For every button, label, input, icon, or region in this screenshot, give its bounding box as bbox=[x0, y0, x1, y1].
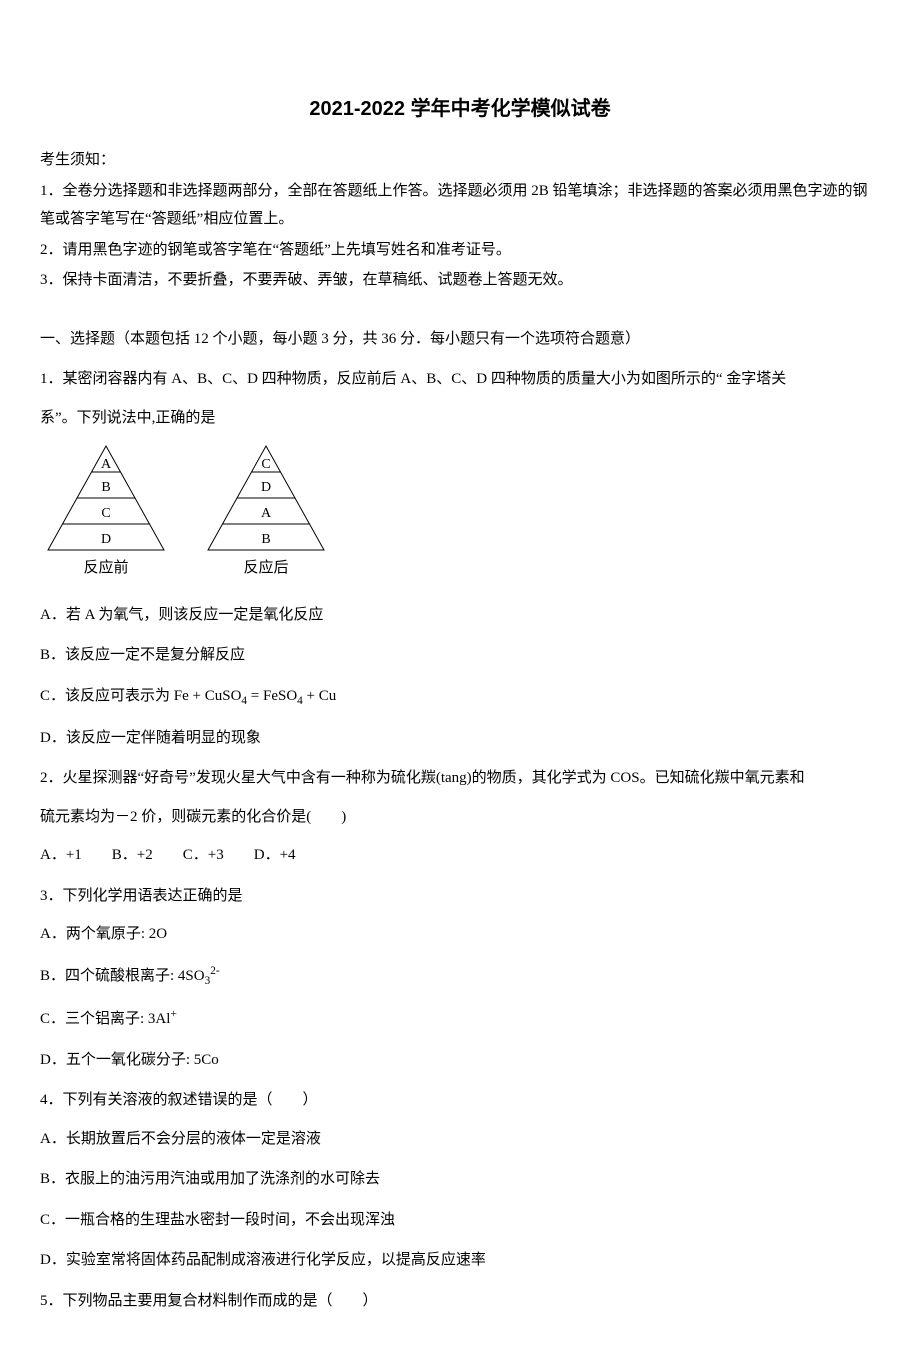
q4-option-a: A．长期放置后不会分层的液体一定是溶液 bbox=[40, 1125, 880, 1154]
q1-text-line1: 1．某密闭容器内有 A、B、C、D 四种物质，反应前后 A、B、C、D 四种物质… bbox=[40, 365, 880, 394]
q1-option-c: C．该反应可表示为 Fe + CuSO4 = FeSO4 + Cu bbox=[40, 682, 880, 712]
pyramid-before-row-2: C bbox=[101, 506, 110, 521]
q2-text-line2: 硫元素均为－2 价，则碳元素的化合价是( ) bbox=[40, 803, 880, 832]
q4-option-b: B．衣服上的油污用汽油或用加了洗涤剂的水可除去 bbox=[40, 1165, 880, 1194]
q1-option-c-formula: Fe + CuSO4 = FeSO4 + Cu bbox=[174, 688, 337, 704]
notice-item-3: 3．保持卡面清洁，不要折叠，不要弄破、弄皱，在草稿纸、试题卷上答题无效。 bbox=[40, 266, 880, 295]
q3-option-b: B．四个硫酸根离子: 4SO32- bbox=[40, 961, 880, 992]
pyramid-after-block: C D A B 反应后 bbox=[206, 444, 326, 583]
pyramid-before-row-0: A bbox=[101, 457, 112, 472]
notice-item-2: 2．请用黑色字迹的钢笔或答字笔在“答题纸”上先填写姓名和准考证号。 bbox=[40, 236, 880, 265]
page-title: 2021-2022 学年中考化学模似试卷 bbox=[40, 90, 880, 128]
pyramid-after-icon: C D A B bbox=[206, 444, 326, 552]
q1-option-a: A．若 A 为氧气，则该反应一定是氧化反应 bbox=[40, 601, 880, 630]
q2-options: A．+1 B．+2 C．+3 D．+4 bbox=[40, 841, 880, 870]
q1-option-c-prefix: C．该反应可表示为 bbox=[40, 688, 170, 704]
question-4: 4．下列有关溶液的叙述错误的是（ ） A．长期放置后不会分层的液体一定是溶液 B… bbox=[40, 1086, 880, 1275]
notice-item-1: 1．全卷分选择题和非选择题两部分，全部在答题纸上作答。选择题必须用 2B 铅笔填… bbox=[40, 177, 880, 234]
pyramid-after-row-1: D bbox=[261, 480, 271, 495]
q1-text-line2: 系”。下列说法中,正确的是 bbox=[40, 404, 880, 433]
pyramid-after-caption: 反应后 bbox=[243, 554, 288, 583]
q1-option-b: B．该反应一定不是复分解反应 bbox=[40, 641, 880, 670]
q3-option-d: D．五个一氧化碳分子: 5Co bbox=[40, 1046, 880, 1075]
q3-text: 3．下列化学用语表达正确的是 bbox=[40, 882, 880, 911]
q3-option-c-prefix: C．三个铝离子: 3Al bbox=[40, 1011, 170, 1027]
q1-option-d: D．该反应一定伴随着明显的现象 bbox=[40, 724, 880, 753]
pyramid-before-caption: 反应前 bbox=[83, 554, 128, 583]
question-5: 5．下列物品主要用复合材料制作而成的是（ ） bbox=[40, 1287, 880, 1316]
pyramid-after-row-2: A bbox=[261, 506, 272, 521]
pyramid-after-row-3: B bbox=[261, 532, 270, 547]
pyramid-before-row-1: B bbox=[101, 480, 110, 495]
pyramid-after-row-0: C bbox=[261, 457, 270, 472]
q2-text-line1: 2．火星探测器“好奇号”发现火星大气中含有一种称为硫化羰(tang)的物质，其化… bbox=[40, 764, 880, 793]
pyramid-before-block: A B C D 反应前 bbox=[46, 444, 166, 583]
notice-heading: 考生须知： bbox=[40, 146, 880, 175]
q2-option-d: D．+4 bbox=[254, 841, 296, 870]
q2-option-a: A．+1 bbox=[40, 841, 82, 870]
q1-pyramids: A B C D 反应前 C D A B bbox=[46, 444, 880, 583]
q3-option-a: A．两个氧原子: 2O bbox=[40, 920, 880, 949]
q4-text: 4．下列有关溶液的叙述错误的是（ ） bbox=[40, 1086, 880, 1115]
pyramid-before-icon: A B C D bbox=[46, 444, 166, 552]
section-1-header: 一、选择题（本题包括 12 个小题，每小题 3 分，共 36 分．每小题只有一个… bbox=[40, 325, 880, 354]
q2-option-b: B．+2 bbox=[112, 841, 153, 870]
notice-block: 考生须知： 1．全卷分选择题和非选择题两部分，全部在答题纸上作答。选择题必须用 … bbox=[40, 146, 880, 295]
q3-option-c: C．三个铝离子: 3Al+ bbox=[40, 1004, 880, 1034]
q4-option-c: C．一瓶合格的生理盐水密封一段时间，不会出现浑浊 bbox=[40, 1206, 880, 1235]
question-1: 1．某密闭容器内有 A、B、C、D 四种物质，反应前后 A、B、C、D 四种物质… bbox=[40, 365, 880, 752]
q5-text: 5．下列物品主要用复合材料制作而成的是（ ） bbox=[40, 1287, 880, 1316]
q4-option-d: D．实验室常将固体药品配制成溶液进行化学反应，以提高反应速率 bbox=[40, 1246, 880, 1275]
q3-option-b-prefix: B．四个硫酸根离子: 4SO bbox=[40, 968, 205, 984]
pyramid-before-row-3: D bbox=[101, 532, 111, 547]
question-3: 3．下列化学用语表达正确的是 A．两个氧原子: 2O B．四个硫酸根离子: 4S… bbox=[40, 882, 880, 1074]
question-2: 2．火星探测器“好奇号”发现火星大气中含有一种称为硫化羰(tang)的物质，其化… bbox=[40, 764, 880, 870]
q2-option-c: C．+3 bbox=[183, 841, 224, 870]
